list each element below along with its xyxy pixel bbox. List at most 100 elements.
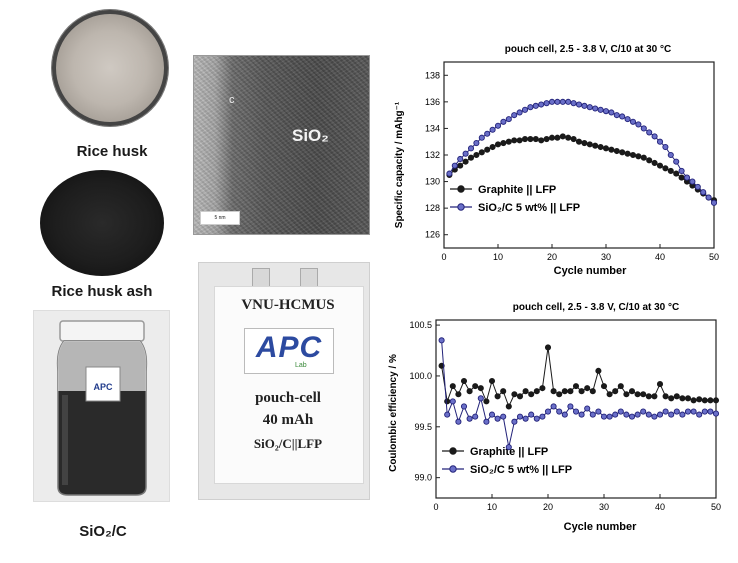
efficiency-series-2-point — [460, 403, 468, 410]
pouch-line3: SiO₂/C||LFP — [253, 436, 323, 451]
capacity-series-1-point — [521, 136, 529, 143]
capacity-series-2-point — [705, 194, 712, 201]
efficiency-series-1-point — [584, 385, 591, 392]
efficiency-series-1-point — [656, 381, 664, 388]
efficiency-series-1-point — [500, 388, 507, 395]
capacity-series-1-point — [581, 139, 588, 147]
efficiency-series-2-point — [556, 408, 563, 415]
capacity-series-2-point — [667, 151, 674, 159]
capacity-series-2-point — [451, 162, 458, 169]
rice-husk-photo — [52, 10, 168, 126]
efficiency-series-1-point — [444, 398, 451, 405]
efficiency-series-1-point — [673, 393, 680, 400]
capacity-series-1-point — [635, 153, 642, 160]
efficiency-series-2-point — [533, 415, 540, 422]
capacity-series-1-point — [602, 145, 610, 152]
efficiency-series-1-point — [662, 393, 669, 400]
capacity-series-1-point — [608, 146, 615, 153]
capacity-series-1-point — [673, 170, 680, 177]
efficiency-series-2-point — [640, 408, 647, 415]
efficiency-legend-label-2: SiO₂/C 5 wt% || LFP — [470, 464, 572, 476]
rice-husk-label: Rice husk — [76, 143, 148, 160]
efficiency-series-1-point — [600, 383, 608, 390]
capacity-series-1-point — [592, 142, 599, 149]
efficiency-series-1-point — [595, 367, 602, 374]
capacity-series-2-point — [521, 106, 529, 113]
pouch-line2: 40 mAh — [262, 412, 314, 428]
capacity-series-2-point — [635, 121, 642, 128]
sio2c-label: SiO₂/C — [79, 523, 127, 540]
efficiency-series-2-point — [472, 413, 479, 420]
capacity-series-1-point — [559, 133, 566, 140]
tem-image: SiO₂ c 5 nm — [193, 55, 370, 235]
efficiency-series-1-point — [589, 388, 596, 395]
capacity-chart-title: pouch cell, 2.5 - 3.8 V, C/10 at 30 °C — [505, 44, 671, 55]
efficiency-series-2-point — [449, 398, 456, 405]
efficiency-series-2-point — [550, 403, 557, 410]
capacity-series-2-point — [467, 145, 475, 152]
efficiency-xtick-label: 30 — [599, 502, 609, 512]
efficiency-series-2-point — [444, 411, 451, 418]
capacity-series-2-point — [527, 104, 534, 111]
capacity-series-1-point — [543, 136, 550, 143]
efficiency-series-2-point — [645, 411, 652, 418]
capacity-series-1-point — [500, 139, 507, 147]
efficiency-chart: pouch cell, 2.5 - 3.8 V, C/10 at 30 °C 0… — [388, 302, 721, 533]
efficiency-series-1-point — [634, 391, 641, 398]
efficiency-series-1-point — [522, 388, 529, 395]
capacity-chart: pouch cell, 2.5 - 3.8 V, C/10 at 30 °C 0… — [394, 44, 719, 277]
efficiency-series-2-point — [673, 408, 680, 415]
capacity-series-1-point — [624, 150, 631, 157]
efficiency-legend-label-1: Graphite || LFP — [470, 446, 548, 458]
efficiency-series-2-point — [668, 411, 675, 418]
efficiency-series-1-point — [628, 388, 636, 395]
capacity-series-2-point — [602, 108, 610, 115]
capacity-series-2-point — [554, 98, 561, 105]
capacity-series-1-point — [478, 149, 485, 156]
efficiency-series-2-point — [438, 337, 445, 344]
efficiency-series-1-point — [460, 377, 468, 385]
capacity-series-2-point — [673, 158, 680, 165]
capacity-series-2-point — [559, 98, 566, 105]
capacity-series-2-point — [624, 116, 631, 123]
efficiency-series-1-point — [668, 395, 675, 402]
efficiency-series-2-point — [500, 413, 507, 420]
efficiency-series-2-point — [572, 408, 580, 415]
efficiency-xtick-label: 50 — [711, 502, 721, 512]
efficiency-series-2-point — [701, 408, 708, 415]
efficiency-ytick-label: 99.5 — [414, 422, 432, 432]
efficiency-series-1-point — [516, 393, 524, 400]
efficiency-chart-title: pouch cell, 2.5 - 3.8 V, C/10 at 30 °C — [513, 302, 679, 313]
efficiency-series-1-point — [528, 391, 535, 398]
efficiency-ytick-label: 100.5 — [409, 320, 432, 330]
capacity-series-2-point — [570, 100, 577, 107]
efficiency-series-2-point — [651, 413, 658, 420]
efficiency-series-2-point — [600, 413, 608, 420]
efficiency-series-1-point — [505, 403, 512, 410]
efficiency-series-2-point — [466, 415, 473, 422]
tem-scale-bar: 5 nm — [200, 211, 240, 225]
efficiency-xlabel: Cycle number — [564, 521, 637, 533]
pouch-title: VNU-HCMUS — [241, 297, 335, 313]
efficiency-series-1-point — [690, 397, 697, 404]
efficiency-series-2-point — [511, 418, 518, 425]
rice-husk-ash-photo — [40, 170, 164, 276]
efficiency-series-2-point — [539, 413, 546, 420]
efficiency-series-2-point — [679, 411, 686, 418]
efficiency-series-1-point — [578, 388, 585, 395]
capacity-series-2-point — [489, 126, 496, 133]
capacity-ytick-label: 132 — [425, 150, 440, 160]
efficiency-series-1-point — [550, 388, 557, 395]
efficiency-series-2-point — [578, 411, 585, 418]
efficiency-series-2-point — [606, 413, 613, 420]
capacity-series-1-point — [613, 147, 620, 155]
efficiency-series-1-point — [438, 362, 445, 369]
efficiency-series-2-point — [584, 405, 591, 412]
rice-husk-ash-label: Rice husk ash — [51, 283, 153, 300]
capacity-series-2-point — [662, 143, 669, 151]
capacity-xlabel: Cycle number — [554, 265, 627, 277]
efficiency-series-1-point — [684, 395, 692, 402]
capacity-series-2-point — [613, 112, 620, 119]
efficiency-series-1-point — [494, 393, 501, 400]
capacity-series-2-point — [511, 112, 518, 119]
